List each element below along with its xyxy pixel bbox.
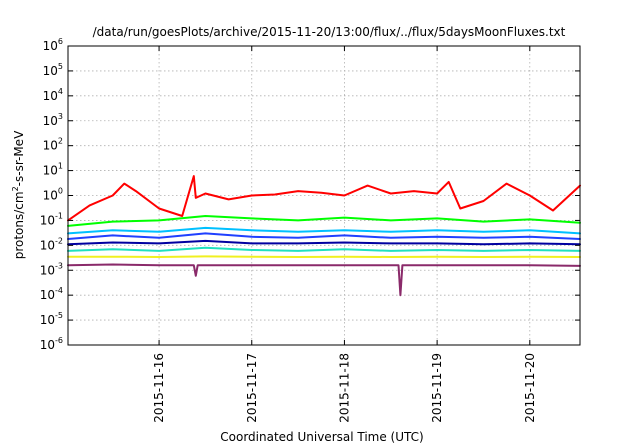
y-tick-label: 105 (43, 62, 63, 78)
series-line (67, 215, 581, 227)
y-tick-label: 10-6 (40, 336, 63, 352)
y-tick-label-base: 10 (40, 313, 55, 327)
x-tick-label: 2015-11-20 (523, 353, 537, 423)
y-tick-label-base: 10 (43, 139, 58, 153)
y-tick-label-base: 10 (43, 114, 58, 128)
x-axis-ticks: 2015-11-16 2015-11-17 2015-11-18 2015-11-19… (152, 46, 537, 423)
y-tick-label-base: 10 (40, 288, 55, 302)
x-tick-label: 2015-11-19 (430, 353, 444, 423)
y-tick-label: 100 (43, 187, 63, 203)
series-line (67, 255, 581, 258)
y-tick-label: 10-1 (40, 211, 63, 227)
y-tick-label-exp: -5 (55, 311, 63, 320)
y-tick-label-exp: -3 (55, 261, 63, 270)
y-tick-label-exp: 5 (58, 62, 63, 71)
y-axis-label-sup: 2 (11, 186, 20, 191)
y-tick-label-exp: 6 (58, 37, 63, 46)
y-tick-label-base: 10 (43, 189, 58, 203)
y-tick-label-base: 10 (43, 164, 58, 178)
x-tick-label: 2015-11-16 (152, 353, 166, 423)
y-axis-label: protons/cm2-s-sr-MeV (11, 130, 26, 259)
chart-title: /data/run/goesPlots/archive/2015-11-20/1… (93, 25, 566, 39)
y-tick-label-base: 10 (43, 89, 58, 103)
grid (68, 46, 580, 345)
series-group (67, 175, 581, 297)
x-tick-label: 2015-11-17 (245, 353, 259, 423)
y-tick-label-exp: -1 (55, 211, 63, 220)
y-tick-label-base: 10 (40, 238, 55, 252)
series-line (67, 226, 581, 235)
y-tick-label-exp: 4 (58, 87, 63, 96)
x-axis-label: Coordinated Universal Time (UTC) (220, 430, 423, 444)
series-line (67, 239, 581, 246)
series-line (67, 263, 581, 297)
y-tick-label-exp: 3 (58, 112, 63, 121)
series-line (67, 175, 581, 222)
y-tick-label: 103 (43, 112, 63, 128)
y-tick-label: 104 (43, 87, 63, 103)
y-tick-label-exp: 1 (58, 162, 63, 171)
series-line (67, 246, 581, 252)
y-tick-label-base: 10 (40, 213, 55, 227)
y-tick-label: 10-3 (40, 261, 63, 277)
y-axis-label-base: protons/cm (12, 191, 26, 259)
y-tick-label: 10-4 (40, 286, 63, 302)
y-tick-label-base: 10 (43, 64, 58, 78)
y-axis-ticks: 10-610-510-410-310-210-11001011021031041… (40, 37, 580, 352)
y-axis-label-rest: -s-sr-MeV (12, 130, 26, 186)
y-tick-label-exp: -6 (55, 336, 63, 345)
y-tick-label: 10-2 (40, 236, 63, 252)
y-tick-label-exp: 0 (58, 187, 63, 196)
y-tick-label-base: 10 (40, 338, 55, 352)
y-tick-label-base: 10 (40, 263, 55, 277)
y-tick-label: 101 (43, 162, 63, 178)
y-tick-label-base: 10 (43, 39, 58, 53)
y-tick-label-exp: -2 (55, 236, 63, 245)
y-tick-label-exp: 2 (58, 137, 63, 146)
x-tick-label: 2015-11-18 (337, 353, 351, 423)
y-tick-label: 106 (43, 37, 63, 53)
y-tick-label-exp: -4 (55, 286, 63, 295)
y-tick-label: 10-5 (40, 311, 63, 327)
series-line (67, 232, 581, 240)
y-tick-label: 102 (43, 137, 63, 153)
